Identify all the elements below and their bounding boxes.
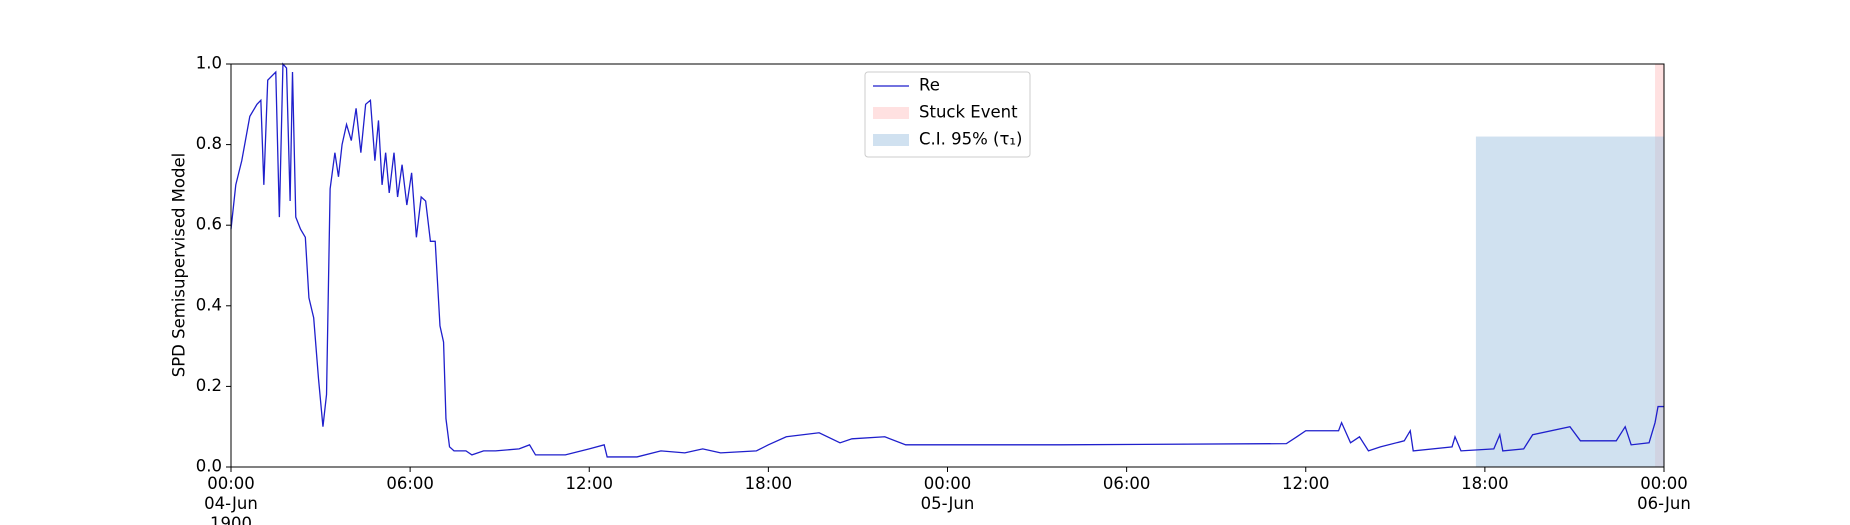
legend-swatch — [873, 107, 909, 119]
x-tick-label: 06:00 — [1102, 474, 1151, 493]
y-tick-label: 0.2 — [196, 376, 222, 395]
y-tick-label: 0.4 — [196, 295, 222, 314]
x-tick-label: 18:00 — [744, 474, 793, 493]
x-tick-label: 00:00 06-Jun — [1637, 474, 1691, 513]
y-tick-label: 1.0 — [196, 54, 222, 73]
x-tick-label: 00:00 04-Jun 1900 — [204, 474, 258, 525]
x-tick-label: 00:00 05-Jun — [920, 474, 975, 513]
y-tick-label: 0.6 — [196, 215, 222, 234]
x-tick-label: 12:00 — [1281, 474, 1330, 493]
y-tick-label: 0.0 — [196, 457, 222, 476]
x-tick-label: 12:00 — [565, 474, 614, 493]
legend-label: Stuck Event — [919, 103, 1018, 122]
legend-label: Re — [919, 76, 940, 95]
legend-swatch — [873, 134, 909, 146]
line — [230, 62, 1664, 458]
legend-label: C.I. 95% (τ₁) — [919, 130, 1022, 149]
region — [1475, 136, 1664, 468]
y-tick-label: 0.8 — [196, 134, 222, 153]
x-tick-label: 18:00 — [1461, 474, 1509, 493]
x-tick-label: 06:00 — [386, 474, 434, 493]
y-axis-label: SPD Semisupervised Model — [170, 153, 189, 377]
